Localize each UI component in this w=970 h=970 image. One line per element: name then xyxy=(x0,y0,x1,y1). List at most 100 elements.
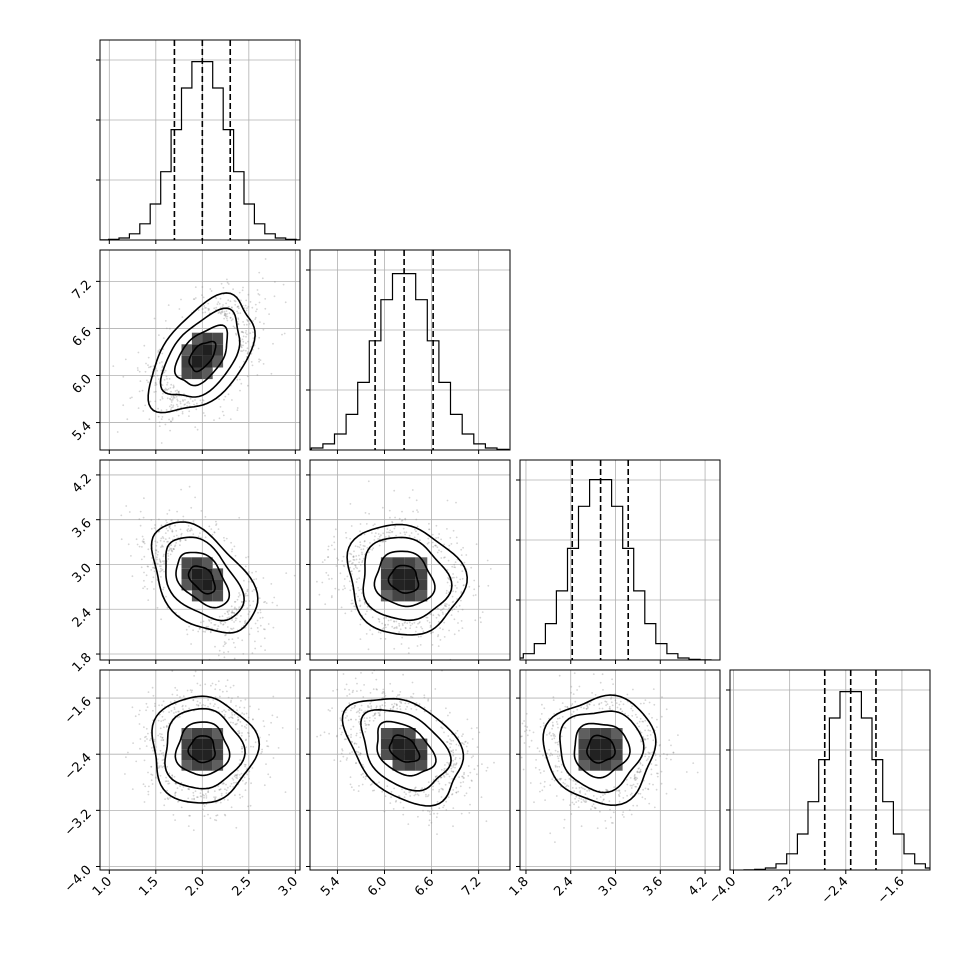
scatter-point xyxy=(636,777,639,780)
scatter-point xyxy=(199,795,202,798)
scatter-point xyxy=(244,698,247,701)
scatter-point xyxy=(237,305,239,308)
scatter-point xyxy=(217,706,220,709)
scatter-point xyxy=(184,539,187,541)
scatter-point xyxy=(153,570,156,573)
scatter-point xyxy=(219,801,222,804)
scatter-point xyxy=(562,798,565,801)
scatter-point xyxy=(225,685,227,687)
scatter-point xyxy=(162,752,165,754)
scatter-point xyxy=(371,672,374,674)
density-cell xyxy=(202,568,213,580)
scatter-point xyxy=(258,358,260,361)
scatter-point xyxy=(334,587,337,590)
scatter-point xyxy=(635,785,638,788)
scatter-point xyxy=(587,707,589,709)
scatter-point xyxy=(420,635,422,638)
scatter-point xyxy=(390,619,392,621)
scatter-point xyxy=(345,531,347,534)
scatter-point xyxy=(138,370,141,373)
scatter-point xyxy=(172,384,175,387)
scatter-point xyxy=(463,771,465,774)
density-cell xyxy=(611,738,623,750)
y-tick-label-3-3: −1.6 xyxy=(62,694,95,727)
scatter-point xyxy=(353,559,356,561)
scatter-point xyxy=(226,611,229,614)
scatter-point xyxy=(205,307,207,309)
scatter-point xyxy=(382,540,384,543)
scatter-point xyxy=(167,540,169,543)
scatter-point xyxy=(476,727,478,729)
scatter-point xyxy=(563,827,565,829)
scatter-point xyxy=(400,702,403,704)
scatter-point xyxy=(247,732,250,735)
scatter-point xyxy=(213,790,216,793)
scatter-point xyxy=(633,777,636,780)
scatter-point xyxy=(359,752,362,755)
density-cell xyxy=(191,332,203,345)
scatter-point xyxy=(367,704,369,707)
x-tick-label-3-0: −4.0 xyxy=(706,874,739,907)
scatter-point xyxy=(149,366,152,368)
scatter-point xyxy=(443,768,446,770)
scatter-point xyxy=(384,795,387,798)
scatter-point xyxy=(202,620,205,623)
scatter-point xyxy=(374,717,376,720)
scatter-point xyxy=(485,769,488,772)
density-cell xyxy=(404,738,416,750)
scatter-point xyxy=(274,281,276,283)
scatter-point xyxy=(444,764,446,766)
scatter-point xyxy=(556,717,559,720)
contour-3-0-1 xyxy=(174,721,231,777)
scatter-point xyxy=(666,753,669,756)
scatter-point xyxy=(184,399,186,401)
scatter-point xyxy=(649,729,651,732)
scatter-point xyxy=(161,384,164,386)
scatter-point xyxy=(147,771,149,774)
scatter-point xyxy=(415,518,418,521)
scatter-point xyxy=(404,517,407,520)
scatter-point xyxy=(452,751,455,754)
scatter-point xyxy=(337,559,340,561)
density-cell xyxy=(202,760,213,771)
scatter-point xyxy=(452,590,454,593)
scatter-point xyxy=(458,776,460,778)
scatter-point xyxy=(660,770,663,773)
scatter-point xyxy=(356,682,358,685)
scatter-point xyxy=(239,620,241,623)
scatter-point xyxy=(158,518,160,521)
scatter-point xyxy=(461,577,464,580)
scatter-point xyxy=(434,688,437,690)
scatter-point xyxy=(451,609,454,612)
contour-2-1-3 xyxy=(346,523,469,636)
scatter-point xyxy=(539,782,542,785)
scatter-point xyxy=(436,812,439,815)
scatter-point xyxy=(636,722,639,725)
scatter-point xyxy=(163,562,166,565)
scatter-point xyxy=(528,729,531,732)
scatter-point xyxy=(255,578,258,580)
scatter-point xyxy=(343,585,346,587)
scatter-point xyxy=(220,794,223,797)
scatter-point xyxy=(341,731,343,734)
panel-frame xyxy=(99,249,301,451)
scatter-point xyxy=(207,790,210,793)
scatter-point xyxy=(145,574,148,577)
scatter-point xyxy=(356,578,358,580)
scatter-point xyxy=(240,331,243,333)
scatter-point xyxy=(186,633,189,636)
scatter-point xyxy=(435,537,437,539)
scatter-point xyxy=(264,628,266,631)
density-cell xyxy=(181,728,192,739)
scatter-point xyxy=(177,414,180,417)
scatter-point xyxy=(218,311,221,313)
scatter-point xyxy=(215,306,218,309)
scatter-point xyxy=(353,742,356,745)
scatter-point xyxy=(639,770,642,773)
scatter-point xyxy=(255,570,257,573)
scatter-point xyxy=(372,789,374,792)
scatter-point xyxy=(452,759,454,762)
scatter-point xyxy=(365,723,368,726)
scatter-point xyxy=(373,714,376,716)
scatter-point xyxy=(258,271,261,274)
